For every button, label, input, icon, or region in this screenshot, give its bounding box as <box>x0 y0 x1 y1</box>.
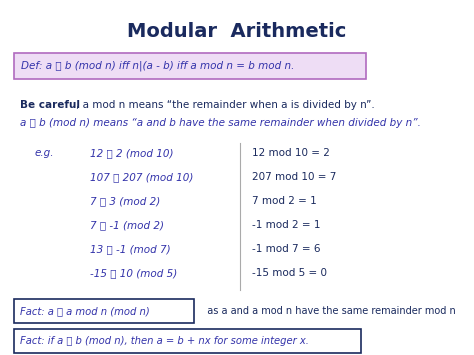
Text: Fact: a Ⓢ a mod n (mod n): Fact: a Ⓢ a mod n (mod n) <box>20 306 150 316</box>
FancyBboxPatch shape <box>14 53 366 79</box>
Text: Def: a Ⓢ b (mod n) iff n|(a - b) iff a mod n = b mod n.: Def: a Ⓢ b (mod n) iff n|(a - b) iff a m… <box>21 61 294 71</box>
Text: as a and a mod n have the same remainder mod n: as a and a mod n have the same remainder… <box>201 306 456 316</box>
Text: 13 Ⓢ -1 (mod 7): 13 Ⓢ -1 (mod 7) <box>90 244 171 254</box>
Text: 207 mod 10 = 7: 207 mod 10 = 7 <box>252 172 337 182</box>
FancyBboxPatch shape <box>14 329 361 353</box>
Text: 7 Ⓢ -1 (mod 2): 7 Ⓢ -1 (mod 2) <box>90 220 164 230</box>
Text: -15 mod 5 = 0: -15 mod 5 = 0 <box>252 268 327 278</box>
Text: 7 Ⓢ 3 (mod 2): 7 Ⓢ 3 (mod 2) <box>90 196 160 206</box>
Text: 12 Ⓢ 2 (mod 10): 12 Ⓢ 2 (mod 10) <box>90 148 173 158</box>
Text: Be careful: Be careful <box>20 100 80 110</box>
Text: Fact: if a Ⓢ b (mod n), then a = b + nx for some integer x.: Fact: if a Ⓢ b (mod n), then a = b + nx … <box>20 336 309 346</box>
Text: , a mod n means “the remainder when a is divided by n”.: , a mod n means “the remainder when a is… <box>76 100 375 110</box>
Text: -1 mod 2 = 1: -1 mod 2 = 1 <box>252 220 320 230</box>
Text: Modular  Arithmetic: Modular Arithmetic <box>128 22 346 41</box>
Text: a Ⓢ b (mod n) means “a and b have the same remainder when divided by n”.: a Ⓢ b (mod n) means “a and b have the sa… <box>20 118 421 128</box>
Text: 107 Ⓢ 207 (mod 10): 107 Ⓢ 207 (mod 10) <box>90 172 193 182</box>
Text: -1 mod 7 = 6: -1 mod 7 = 6 <box>252 244 320 254</box>
Text: 7 mod 2 = 1: 7 mod 2 = 1 <box>252 196 317 206</box>
Text: -15 Ⓢ 10 (mod 5): -15 Ⓢ 10 (mod 5) <box>90 268 177 278</box>
Text: 12 mod 10 = 2: 12 mod 10 = 2 <box>252 148 330 158</box>
Text: e.g.: e.g. <box>35 148 55 158</box>
FancyBboxPatch shape <box>14 299 194 323</box>
